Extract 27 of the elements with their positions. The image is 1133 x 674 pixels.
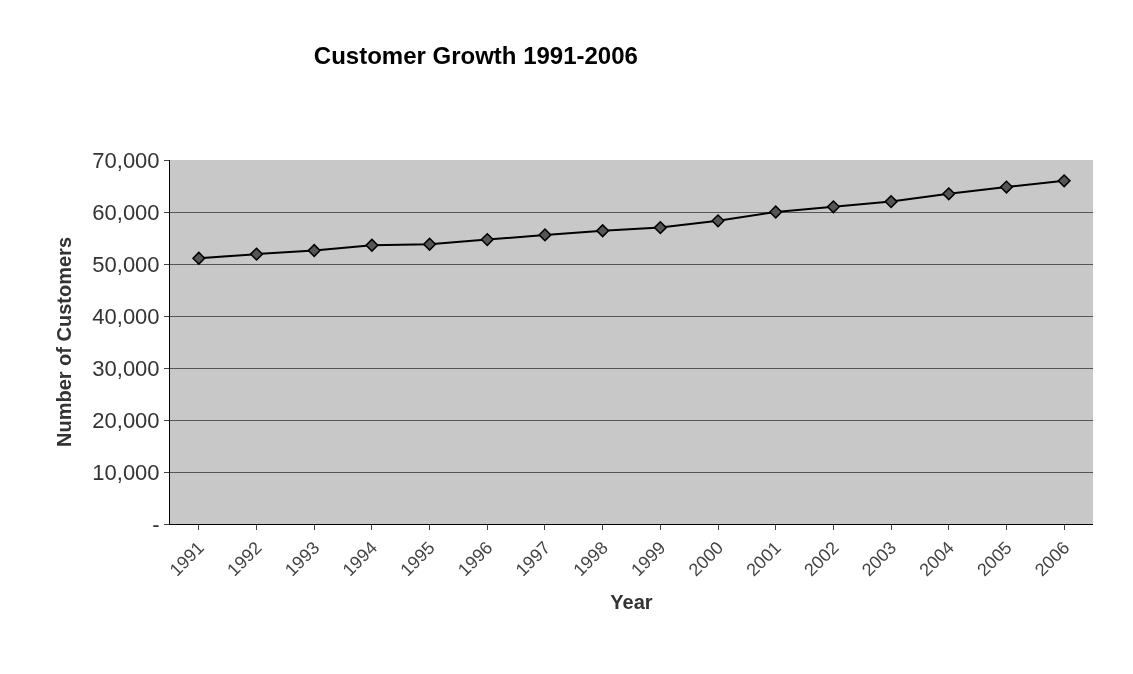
point <box>192 251 206 265</box>
point <box>307 243 321 258</box>
point <box>538 228 552 242</box>
chart-title: Customer Growth 1991-2006 <box>313 41 638 69</box>
point <box>480 232 494 247</box>
point <box>422 237 437 251</box>
point <box>942 187 956 201</box>
point <box>365 238 379 252</box>
y-tick-label: 50,000 <box>92 251 160 277</box>
point <box>826 200 841 214</box>
point <box>999 180 1014 194</box>
point <box>249 247 264 261</box>
point <box>653 221 667 235</box>
point <box>596 224 610 238</box>
y-tick-label: 60,000 <box>92 199 160 225</box>
y-tick-label: 10,000 <box>92 459 160 485</box>
point <box>1057 174 1071 188</box>
y-axis-title: Number of Customers <box>52 236 75 448</box>
y-tick-label: 30,000 <box>92 355 160 381</box>
y-tick-label: 40,000 <box>92 303 160 329</box>
y-tick-label: 70,000 <box>92 147 160 173</box>
y-tick-label: 20,000 <box>92 407 160 433</box>
point <box>884 195 898 209</box>
point <box>711 214 725 228</box>
point <box>769 205 783 219</box>
x-axis-title: Year <box>610 590 653 613</box>
y-tick-label: - <box>152 511 160 537</box>
